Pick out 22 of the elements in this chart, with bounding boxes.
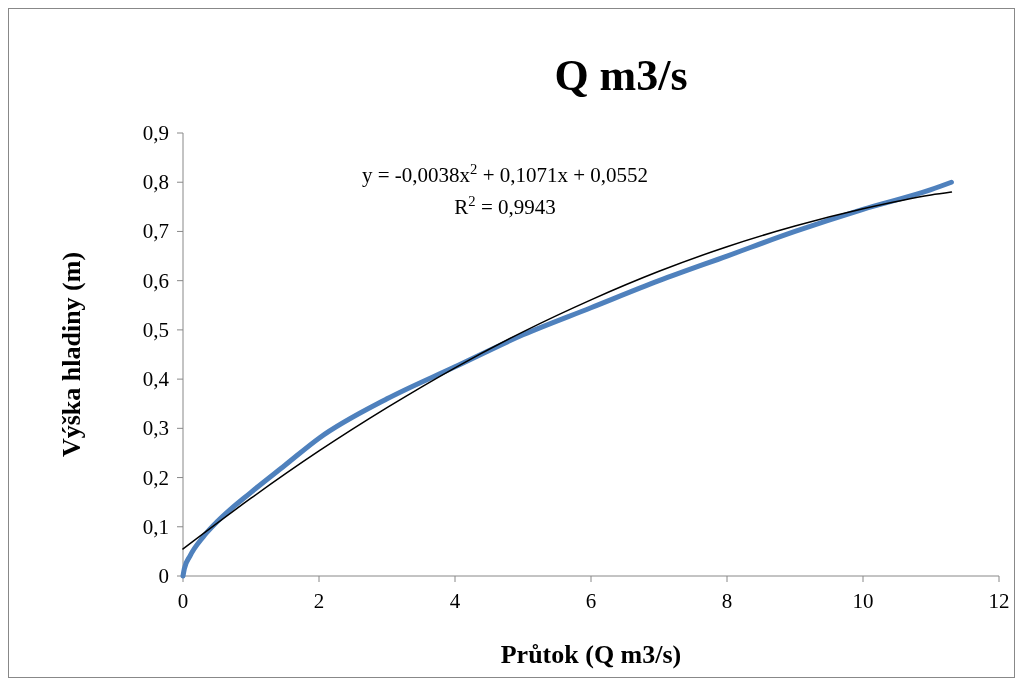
x-tick-label: 0 <box>177 589 189 613</box>
x-tick-label: 12 <box>988 589 1010 613</box>
chart-title: Q m3/s <box>554 51 688 100</box>
y-tick-label: 0,5 <box>142 317 169 342</box>
y-tick-label: 0,8 <box>142 170 169 195</box>
x-axis-title: Průtok (Q m3/s) <box>500 640 682 669</box>
y-tick-label: 0,7 <box>142 219 169 244</box>
x-tick-label: 2 <box>313 589 325 613</box>
y-tick-label: 0,2 <box>142 465 169 490</box>
y-tick-label: 0,6 <box>142 268 169 293</box>
y-tick-label: 0,1 <box>142 514 169 539</box>
y-tick-label: 0,3 <box>142 416 169 441</box>
x-tick-label: 10 <box>852 589 874 613</box>
y-tick-label: 0 <box>158 564 169 588</box>
x-tick-label: 6 <box>585 589 597 613</box>
y-tick-label: 0,4 <box>142 367 170 392</box>
y-tick-label: 0,9 <box>142 121 169 145</box>
annotation: y = -0,0038x$^{2}$ + 0,1071x + 0,0552 <box>361 161 649 187</box>
x-tick-label: 8 <box>721 589 733 613</box>
y-axis-title: Výška hladiny (m) <box>57 251 86 458</box>
x-tick-label: 4 <box>449 589 461 613</box>
annotation: R$^{2}$ = 0,9943 <box>454 193 556 219</box>
